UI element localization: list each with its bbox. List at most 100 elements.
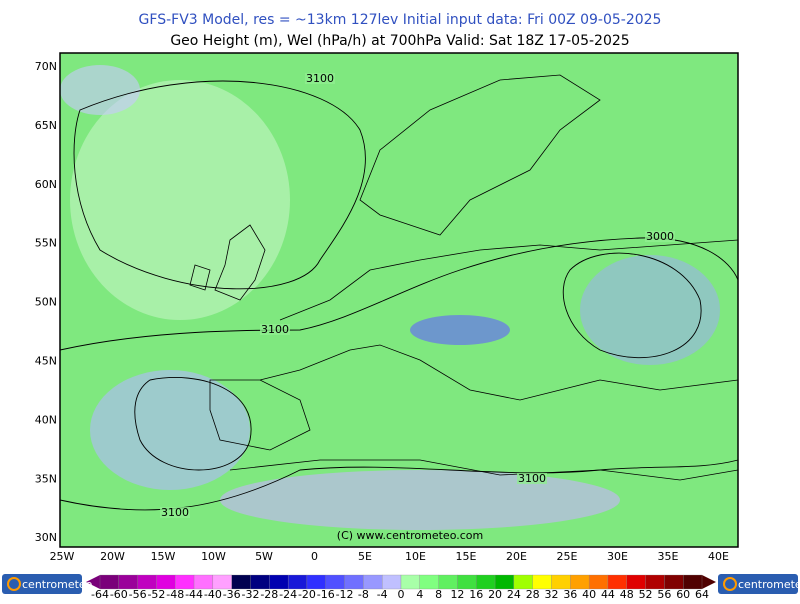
colorbar-label: 44 (601, 588, 615, 600)
contour-label-bg (517, 473, 547, 484)
colorbar-label: 48 (620, 588, 634, 600)
logo-box (2, 574, 82, 594)
lat-label: 70N (35, 60, 57, 73)
colorbar-label: -40 (204, 588, 222, 600)
logo-text: centrometeo (22, 578, 93, 591)
colorbar-swatch (99, 574, 119, 590)
lon-label: 0 (311, 550, 318, 563)
contour-label-bg (260, 324, 290, 335)
lat-label: 65N (35, 119, 57, 132)
colorbar-swatch (175, 574, 195, 590)
contour (134, 377, 252, 471)
colorbar-label: 64 (695, 588, 709, 600)
colorbar-swatch (438, 574, 458, 590)
colorbar-label: -48 (166, 588, 184, 600)
colorbar-label: 60 (676, 588, 690, 600)
lon-label: 5W (255, 550, 273, 563)
logo-box (718, 574, 798, 594)
colorbar-label: -32 (242, 588, 260, 600)
title: GFS-FV3 Model, res = ~13km 127lev Initia… (139, 12, 662, 28)
colorbar-swatch (664, 574, 684, 590)
contour-label: 3100 (306, 72, 334, 85)
colorbar-swatch (118, 574, 138, 590)
colorbar-arrow (86, 575, 100, 589)
colorbar-label: -8 (358, 588, 369, 600)
lon-label: 30E (607, 550, 628, 563)
lat-label: 45N (35, 355, 57, 368)
colorbar-swatch (588, 574, 609, 590)
colorbar-swatch (513, 574, 533, 590)
colorbar-swatch (363, 574, 383, 590)
lat-label: 55N (35, 237, 57, 250)
contour-label-bg (645, 231, 675, 242)
logo-icon (723, 577, 737, 591)
colorbar-swatch (231, 574, 251, 590)
colorbar-label: -20 (298, 588, 316, 600)
colorbar-label: -4 (377, 588, 388, 600)
lon-label: 35E (658, 550, 679, 563)
field-patch (60, 65, 140, 115)
colorbar-swatch (306, 574, 326, 590)
field-patch (220, 470, 620, 530)
contour-label-bg (160, 507, 190, 518)
colorbar-label: 40 (582, 588, 596, 600)
colorbar-swatch (137, 574, 157, 590)
lon-label: 40E (708, 550, 729, 563)
lon-label: 10E (405, 550, 426, 563)
lon-label: 20W (100, 550, 125, 563)
lat-label: 40N (35, 413, 57, 426)
field-patch (70, 80, 290, 320)
contour (73, 80, 366, 290)
colorbar-label: -44 (185, 588, 203, 600)
colorbar-label: -52 (147, 588, 165, 600)
colorbar-swatch (570, 574, 590, 590)
colorbar-label: 52 (639, 588, 653, 600)
colorbar-swatch (626, 574, 646, 590)
colorbar-swatch (269, 574, 289, 590)
colorbar-swatch (344, 574, 364, 590)
colorbar-swatch (476, 574, 496, 590)
colorbar-arrow (702, 575, 716, 589)
lat-label: 60N (35, 178, 57, 191)
lat-label: 50N (35, 296, 57, 309)
contour-label: 3100 (261, 323, 289, 336)
coastline (209, 239, 739, 481)
copyright: (C) www.centrometeo.com (337, 529, 483, 542)
colorbar-label: 0 (398, 588, 405, 600)
colorbar-swatch (683, 574, 703, 590)
colorbar-label: 36 (563, 588, 577, 600)
colorbar-swatch (400, 574, 420, 590)
contour-label: 3000 (646, 230, 674, 243)
colorbar-label: 8 (435, 588, 442, 600)
coastline (189, 224, 266, 301)
colorbar-swatch (193, 574, 214, 590)
contour (562, 252, 702, 359)
colorbar-swatch (156, 574, 176, 590)
field-patch (410, 315, 510, 345)
subtitle: Geo Height (m), Wel (hPa/h) at 700hPa Va… (170, 33, 629, 49)
map-labels: 70N 65N 60N 55N 50N 45N 40N 35N 30N 25W 20W 15W 10W 5… (35, 60, 729, 563)
colorbar-label: 4 (416, 588, 423, 600)
colorbar-label: 12 (450, 588, 464, 600)
colorbar-swatch (287, 574, 308, 590)
colorbar-swatch (212, 574, 232, 590)
colorbar-swatch (382, 574, 402, 590)
colorbar-swatch (457, 574, 477, 590)
logo-icon (7, 577, 21, 591)
colorbar-label: 28 (526, 588, 540, 600)
colorbar-swatch (551, 574, 571, 590)
colorbar-label: 56 (657, 588, 671, 600)
map (59, 52, 739, 548)
field-patch (90, 370, 250, 490)
colorbar-label: -28 (260, 588, 278, 600)
colorbar-label: 24 (507, 588, 521, 600)
contour-label-bg (305, 73, 335, 84)
lon-label: 15E (456, 550, 477, 563)
lat-label: 30N (35, 531, 57, 544)
lon-label: 25E (557, 550, 578, 563)
colorbar-label: -60 (110, 588, 128, 600)
coastline (359, 74, 601, 236)
colorbar-swatch (645, 574, 665, 590)
